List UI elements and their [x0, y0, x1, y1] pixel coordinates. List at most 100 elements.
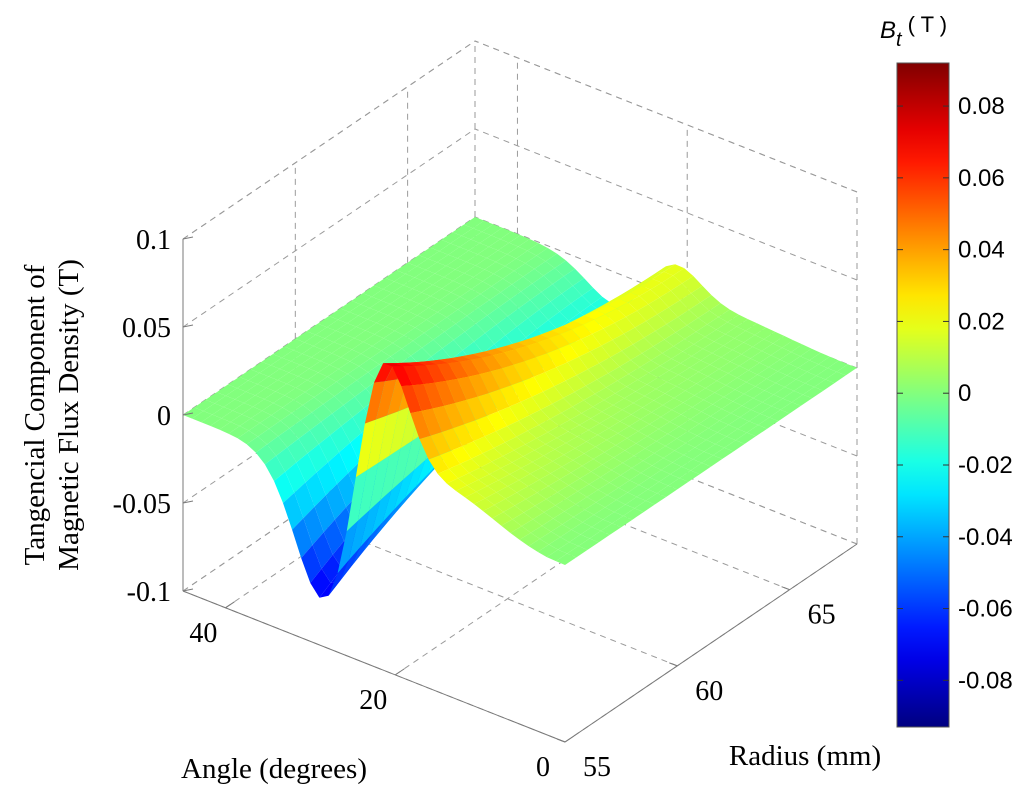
- surface-facet: [423, 382, 445, 409]
- surface-facet: [374, 363, 395, 383]
- surface-facet: [638, 424, 659, 437]
- surface-facet: [614, 316, 635, 334]
- surface-facet: [331, 345, 352, 358]
- surface-facet: [480, 461, 501, 475]
- surface-facet: [517, 338, 539, 346]
- y-tick: [394, 668, 405, 676]
- surface-facet: [460, 289, 481, 302]
- surface-facet: [734, 330, 755, 343]
- surface-facet: [498, 474, 519, 487]
- surface-facet: [337, 520, 358, 574]
- surface-facet: [752, 339, 773, 351]
- surface-facet: [259, 365, 280, 377]
- surface-facet: [205, 392, 226, 404]
- surface-facet: [439, 243, 460, 255]
- surface-facet: [471, 453, 492, 468]
- z-tick-label: 0.1: [136, 225, 171, 256]
- surface-facet: [769, 409, 790, 422]
- colorbar-tick-label: 0.06: [958, 165, 1005, 192]
- surface-facet: [516, 430, 537, 445]
- surface-facet: [482, 355, 503, 372]
- surface-facet: [317, 316, 339, 328]
- surface-facet: [577, 484, 599, 497]
- surface-facet: [754, 327, 776, 340]
- surface-facet: [457, 250, 478, 262]
- surface-facet: [513, 361, 534, 382]
- surface-facet: [232, 403, 254, 415]
- surface-facet: [621, 344, 642, 360]
- surface-facet: [712, 397, 733, 409]
- surface-facet: [818, 356, 839, 369]
- surface-facet: [201, 414, 222, 426]
- surface-facet: [606, 380, 627, 394]
- surface-facet: [501, 519, 522, 533]
- surface-facet: [267, 436, 288, 456]
- surface-facet: [554, 380, 575, 398]
- surface-facet: [487, 307, 508, 325]
- surface-facet: [296, 453, 317, 483]
- surface-facet: [643, 271, 664, 281]
- surface-facet: [691, 285, 712, 303]
- surface-facet: [569, 339, 591, 357]
- surface-facet: [543, 386, 564, 404]
- surface-facet: [648, 297, 669, 315]
- surface-facet: [473, 269, 494, 282]
- surface-facet: [525, 492, 547, 506]
- surface-facet: [323, 519, 344, 555]
- surface-facet: [210, 418, 231, 430]
- surface-facet: [714, 385, 735, 397]
- surface-facet: [687, 371, 708, 384]
- surface-facet: [509, 468, 531, 481]
- surface-facet: [505, 492, 526, 506]
- surface-facet: [428, 455, 449, 474]
- z-tick-label: 0.05: [122, 313, 171, 344]
- surface-facet: [351, 293, 372, 305]
- surface-facet: [552, 398, 573, 413]
- surface-facet: [239, 418, 260, 431]
- surface-facet: [496, 426, 517, 443]
- surface-facet: [518, 239, 539, 251]
- surface-facet: [493, 442, 515, 457]
- surface-facet: [566, 491, 587, 505]
- x-tick: [669, 662, 678, 667]
- surface-facet: [473, 436, 494, 454]
- surface-facet: [392, 366, 413, 387]
- surface-facet: [385, 319, 406, 331]
- surface-facet: [678, 367, 699, 380]
- z-tick-label: -0.1: [127, 577, 171, 608]
- surface-facet: [717, 424, 738, 437]
- surface-facet: [558, 344, 579, 363]
- surface-facet: [661, 275, 683, 291]
- surface-facet: [363, 334, 384, 346]
- surface-facet: [631, 460, 653, 473]
- surface-facet: [514, 444, 535, 457]
- surface-facet: [334, 388, 355, 406]
- surface-facet: [439, 358, 460, 364]
- surface-facet: [318, 364, 339, 377]
- surface-facet: [329, 357, 350, 369]
- surface-facet: [432, 405, 454, 433]
- surface-facet: [809, 352, 830, 365]
- surface-facet: [732, 342, 753, 355]
- surface-facet: [527, 425, 548, 439]
- surface-facet: [627, 431, 648, 444]
- surface-facet: [418, 247, 440, 259]
- surface-facet: [528, 538, 549, 552]
- surface-facet: [556, 362, 577, 381]
- surface-facet: [760, 406, 781, 418]
- surface-facet: [737, 421, 759, 433]
- surface-facet: [496, 316, 517, 336]
- radius-axis-label: Radius (mm): [729, 740, 881, 772]
- surface-facet: [580, 527, 601, 539]
- surface-facet: [425, 262, 447, 274]
- surface-facet: [410, 347, 432, 366]
- surface-facet: [653, 339, 674, 354]
- surface-facet: [383, 330, 404, 343]
- surface-facet: [645, 493, 667, 505]
- surface-facet: [439, 450, 461, 469]
- surface-facet: [437, 363, 458, 381]
- surface-facet: [728, 365, 749, 378]
- grid-line: [182, 128, 476, 328]
- surface-facet: [561, 285, 582, 304]
